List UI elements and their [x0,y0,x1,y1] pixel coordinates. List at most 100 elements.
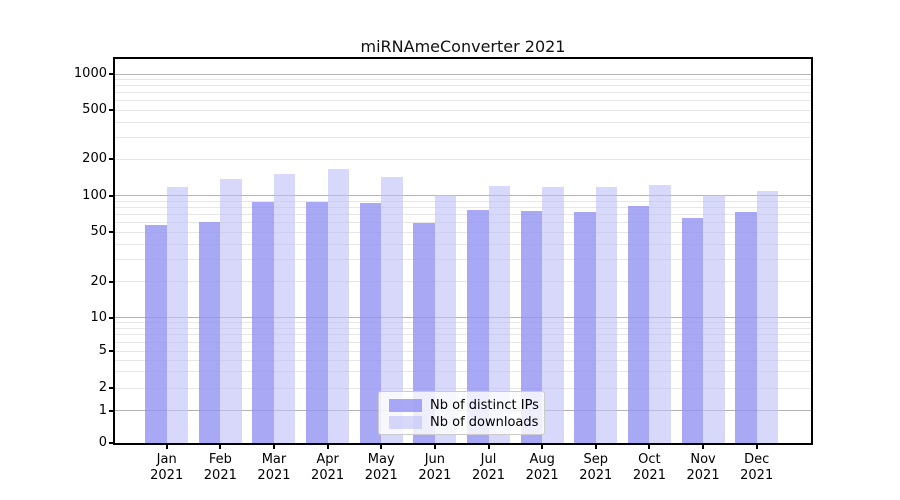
y-tick-label: 2 [98,380,107,395]
y-tick-label: 20 [90,273,107,289]
legend-item-downloads: Nb of downloads [389,414,544,431]
minor-gridline [115,387,811,389]
minor-gridline [115,231,811,233]
bar-distinct-ips [198,221,221,443]
bar-downloads [542,187,564,443]
minor-gridline [115,243,811,245]
minor-gridline [115,85,811,87]
y-tick [109,316,113,319]
bar-downloads [488,186,511,443]
y-tick-label: 1000 [73,66,107,81]
bar-distinct-ips [520,210,543,443]
minor-gridline [115,341,811,343]
minor-gridline [115,322,811,324]
bar-downloads [756,191,779,443]
bar-downloads [327,169,350,443]
y-tick-label: 100 [82,187,107,203]
x-tick-label: May 2021 [364,452,398,483]
bar-downloads [434,195,457,443]
bar-distinct-ips [252,201,274,443]
bar-downloads [273,174,296,443]
minor-gridline [115,158,811,160]
y-tick [109,442,113,444]
x-tick-label: Dec 2021 [740,452,774,483]
minor-gridline [115,359,811,361]
x-tick-label: Mar 2021 [257,452,291,483]
legend-label-downloads: Nb of downloads [430,415,539,430]
bar-distinct-ips [145,225,167,443]
minor-gridline [115,222,811,224]
x-tick [433,445,436,449]
y-tick-label: 500 [82,102,107,118]
bar-distinct-ips [413,222,435,443]
x-tick-label: Nov 2021 [686,452,720,483]
x-tick-label: Feb 2021 [203,452,237,483]
bar-distinct-ips [306,201,328,443]
minor-gridline [115,214,811,216]
plot-area [113,57,813,445]
y-tick [109,109,113,112]
minor-gridline [115,334,811,336]
x-tick-label: Jul 2021 [471,452,506,483]
minor-gridline [115,371,811,373]
bar-downloads [595,186,618,443]
y-tick-label: 5 [98,343,107,358]
x-tick [648,445,651,449]
minor-gridline [115,100,811,102]
minor-gridline [115,121,811,123]
minor-gridline [115,136,811,138]
x-tick [380,445,383,449]
x-tick-label: Apr 2021 [311,452,345,483]
x-tick [165,445,168,449]
legend-swatch-downloads [389,416,422,429]
bar-distinct-ips [627,206,650,443]
legend: Nb of distinct IPs Nb of downloads [378,391,545,435]
bar-distinct-ips [681,217,704,443]
x-tick [541,445,544,449]
y-tick [109,280,113,283]
y-tick-label: 10 [90,309,107,325]
legend-item-distinct-ips: Nb of distinct IPs [389,397,544,414]
minor-gridline [115,259,811,261]
bar-downloads [649,185,671,443]
x-tick [326,445,329,449]
bar-distinct-ips [359,203,382,443]
bar-distinct-ips [574,211,596,443]
bar-downloads [703,195,725,443]
legend-swatch-distinct-ips [389,399,422,412]
minor-gridline [115,327,811,329]
y-tick-label: 0 [98,435,107,450]
x-tick-label: Oct 2021 [632,452,666,483]
y-tick [109,387,113,389]
major-gridline [115,317,811,319]
minor-gridline [115,281,811,283]
x-tick [702,445,705,449]
y-tick [109,158,113,160]
y-tick [109,231,113,234]
major-gridline [115,73,811,75]
y-tick-label: 50 [90,224,107,240]
bar-distinct-ips [735,212,757,443]
x-tick [487,445,490,449]
minor-gridline [115,79,811,81]
major-gridline [115,195,811,197]
minor-gridline [115,92,811,94]
x-tick [594,445,597,449]
y-tick-label: 1 [98,402,107,418]
x-tick-label: Jan 2021 [150,452,184,483]
x-tick [219,445,222,449]
bar-downloads [381,177,403,443]
x-tick [755,445,758,449]
bar-downloads [166,186,189,443]
y-tick [109,73,113,75]
y-tick [109,350,113,352]
x-tick-label: Aug 2021 [525,452,559,483]
legend-label-distinct-ips: Nb of distinct IPs [430,398,539,413]
minor-gridline [115,109,811,111]
y-tick-label: 200 [82,151,107,166]
chart-title: miRNAmeConverter 2021 [360,37,566,56]
minor-gridline [115,200,811,202]
x-tick [272,445,275,449]
minor-gridline [115,207,811,208]
